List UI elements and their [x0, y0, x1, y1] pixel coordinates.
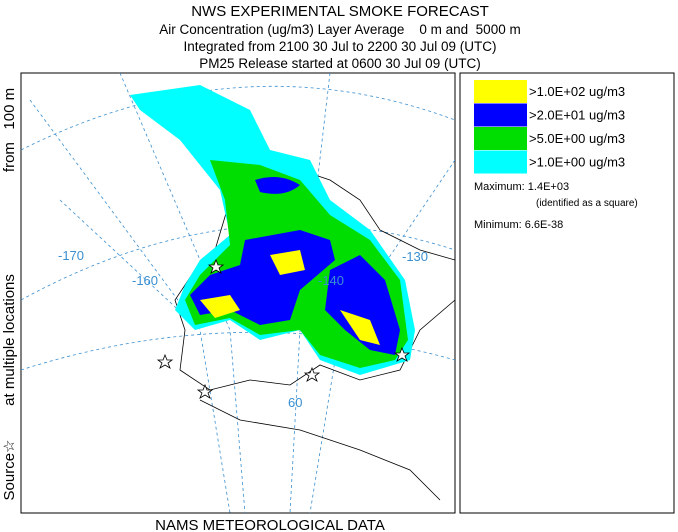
legend-label: >5.0E+00 ug/m3: [529, 131, 625, 146]
side-label: Source☆: [1, 440, 18, 501]
legend: Maximum: 1.4E+03 (identified as a square…: [459, 72, 675, 514]
subtitle: PM25 Release started at 0600 30 Jul 09 (…: [199, 56, 480, 71]
source-star: [196, 383, 214, 399]
legend-maximum: Maximum: 1.4E+03: [474, 181, 569, 193]
source-star: [303, 366, 321, 382]
legend-label: >1.0E+00 ug/m3: [529, 155, 625, 170]
smoke-very-heavy: [200, 250, 380, 345]
map: -170 -160 -140 -130 60: [20, 72, 456, 514]
title: NWS EXPERIMENTAL SMOKE FORECAST: [191, 3, 489, 20]
legend-swatch: [474, 103, 527, 127]
side-label: at multiple locations: [1, 274, 18, 406]
graticule: [59, 199, 201, 331]
footer: NAMS METEOROLOGICAL DATA: [155, 517, 385, 532]
subtitle: Air Concentration (ug/m3) Layer Average …: [159, 22, 520, 37]
smoke-heavy: [325, 255, 400, 355]
map-label: -130: [402, 249, 428, 264]
subtitle: Integrated from 2100 30 Jul to 2200 30 J…: [184, 39, 497, 54]
map-label: -160: [132, 273, 158, 288]
side-label: from 100 m: [1, 88, 18, 172]
source-star: [156, 353, 174, 369]
graticule: [21, 223, 455, 301]
map-label: -170: [58, 248, 84, 263]
map-label: 60: [288, 395, 302, 410]
legend-minimum: Minimum: 6.6E-38: [474, 219, 563, 231]
legend-swatch: [474, 127, 527, 150]
coastline: [199, 399, 441, 501]
source-markers: [156, 258, 411, 399]
map-label: -140: [318, 273, 344, 288]
legend-swatch: [474, 80, 527, 103]
source-star: [393, 346, 411, 362]
legend-swatch: [474, 150, 527, 174]
legend-label: >2.0E+01 ug/m3: [529, 108, 625, 123]
smoke-heavy: [255, 176, 300, 194]
legend-note: (identified as a square): [536, 198, 638, 209]
graticule: [21, 85, 455, 151]
graticule: [29, 99, 231, 513]
source-star: [207, 258, 225, 274]
legend-label: >1.0E+02 ug/m3: [529, 84, 625, 99]
